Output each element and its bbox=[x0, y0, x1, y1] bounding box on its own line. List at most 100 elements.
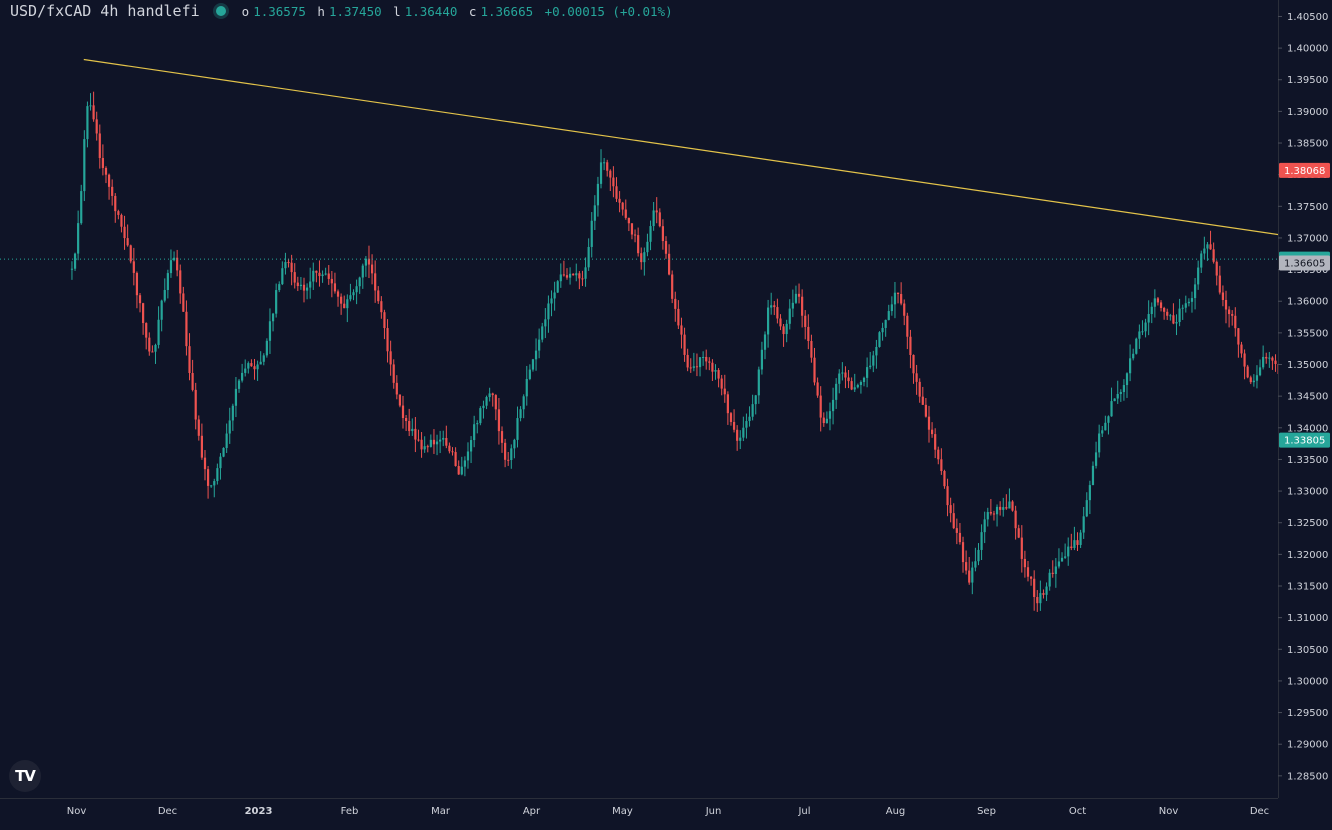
candle-body bbox=[179, 270, 182, 294]
candle bbox=[838, 369, 841, 394]
candle-body bbox=[822, 417, 825, 424]
candle bbox=[844, 366, 847, 389]
candle-body bbox=[479, 408, 482, 424]
candle-body bbox=[671, 274, 674, 299]
candle bbox=[615, 177, 618, 202]
candle-body bbox=[123, 226, 126, 239]
candle bbox=[593, 195, 596, 231]
candle-body bbox=[463, 460, 466, 467]
candle bbox=[859, 380, 863, 394]
candle-body bbox=[541, 326, 544, 340]
candle bbox=[943, 469, 946, 489]
candle-body bbox=[1023, 558, 1027, 568]
candle-body bbox=[955, 528, 958, 533]
candle bbox=[1200, 250, 1203, 273]
candle bbox=[1265, 352, 1268, 364]
candle bbox=[519, 406, 522, 422]
candle-body bbox=[451, 451, 454, 453]
candle-body bbox=[568, 273, 572, 278]
candle bbox=[107, 173, 111, 200]
candle bbox=[1178, 298, 1181, 327]
candle-body bbox=[386, 328, 389, 352]
candle-body bbox=[1212, 249, 1215, 262]
candle bbox=[457, 460, 460, 475]
candle bbox=[674, 291, 677, 322]
candle-body bbox=[770, 305, 773, 308]
symbol-title[interactable]: USD/fxCAD 4h handlefi bbox=[10, 2, 200, 20]
candle-body bbox=[374, 273, 377, 291]
candle-body bbox=[692, 366, 695, 368]
candle bbox=[671, 270, 674, 304]
candle-body bbox=[934, 434, 937, 450]
candle bbox=[961, 536, 965, 573]
low-key: l bbox=[393, 3, 401, 19]
candle-body bbox=[896, 292, 900, 295]
candle-body bbox=[1057, 561, 1061, 567]
candle bbox=[275, 283, 278, 318]
candle-body bbox=[504, 442, 507, 460]
candle-body bbox=[476, 423, 479, 425]
candle bbox=[683, 327, 686, 362]
time-axis[interactable] bbox=[0, 798, 1332, 826]
candle bbox=[1107, 415, 1110, 435]
candle bbox=[627, 217, 630, 232]
candle bbox=[575, 263, 578, 282]
candle-body bbox=[405, 417, 408, 422]
trendline[interactable] bbox=[83, 58, 1332, 289]
candle bbox=[720, 374, 723, 396]
candle-body bbox=[643, 252, 646, 263]
candle-body bbox=[695, 366, 699, 368]
candle bbox=[1258, 359, 1262, 377]
candle bbox=[1113, 398, 1116, 402]
candle bbox=[1190, 291, 1194, 313]
candle-body bbox=[757, 369, 760, 396]
candle bbox=[1014, 505, 1017, 540]
candle-body bbox=[148, 337, 151, 352]
candle bbox=[330, 271, 333, 298]
candle-body bbox=[661, 226, 665, 242]
candle bbox=[1088, 480, 1091, 515]
price-axis[interactable] bbox=[1278, 0, 1332, 826]
candle bbox=[541, 322, 544, 343]
candle-body bbox=[1005, 507, 1008, 509]
tradingview-logo-icon[interactable]: TV bbox=[9, 760, 41, 792]
candle-body bbox=[921, 396, 924, 405]
candle-body bbox=[259, 361, 262, 365]
candle-body bbox=[454, 452, 457, 467]
candle bbox=[977, 543, 980, 566]
candle bbox=[538, 328, 541, 359]
candle bbox=[1060, 552, 1064, 562]
candle-body bbox=[1104, 422, 1107, 431]
change-value: +0.00015 (+0.01%) bbox=[544, 3, 673, 19]
candle-body bbox=[878, 332, 881, 347]
candle-body bbox=[1237, 328, 1240, 345]
candle bbox=[216, 463, 219, 485]
candle bbox=[138, 293, 142, 313]
candle-body bbox=[98, 133, 101, 159]
x-tick-label: Dec bbox=[158, 806, 177, 817]
candle-body bbox=[1122, 385, 1126, 393]
candle bbox=[222, 447, 225, 458]
candle bbox=[618, 191, 621, 213]
candle bbox=[210, 484, 213, 488]
candle-body bbox=[999, 506, 1002, 510]
candle-body bbox=[1029, 576, 1033, 579]
candle bbox=[767, 299, 770, 348]
candle bbox=[801, 289, 804, 328]
candle bbox=[930, 422, 934, 438]
candle-body bbox=[698, 357, 702, 368]
candle-body bbox=[429, 439, 432, 447]
candle-body bbox=[154, 344, 157, 352]
candle-body bbox=[182, 293, 185, 312]
candle bbox=[259, 351, 262, 365]
candle bbox=[621, 201, 624, 216]
candle bbox=[819, 386, 822, 432]
candle bbox=[355, 279, 358, 305]
candle-body bbox=[265, 340, 268, 356]
candle bbox=[460, 456, 463, 476]
candle-body bbox=[210, 485, 213, 487]
candle bbox=[262, 353, 265, 366]
candle bbox=[742, 416, 745, 442]
candle bbox=[528, 364, 531, 381]
